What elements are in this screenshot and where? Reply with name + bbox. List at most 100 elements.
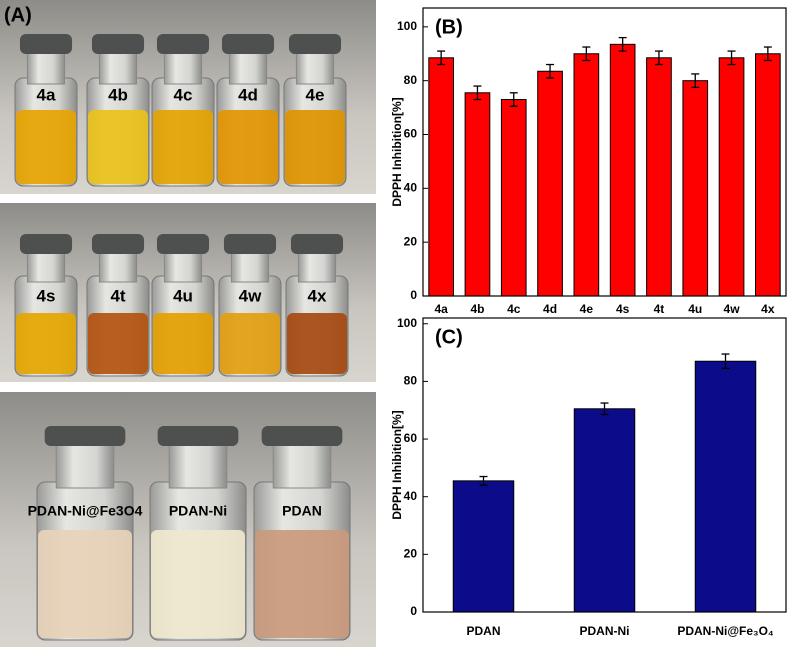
x-tick-label: 4b (470, 302, 484, 316)
error-bar (473, 85, 482, 101)
bar (573, 408, 636, 613)
error-bar (721, 353, 730, 370)
liquid (153, 110, 213, 184)
bar (682, 80, 709, 297)
liquid (285, 110, 345, 184)
x-tick-label: 4d (543, 302, 557, 316)
vial-label: 4x (308, 286, 327, 305)
error-bar (509, 92, 518, 107)
y-axis-label: DPPH Inhibition[%] (390, 97, 404, 206)
bar (646, 57, 672, 297)
vial-cap (221, 34, 275, 54)
error-bar (600, 402, 609, 416)
vial-cap (288, 34, 342, 54)
liquid (153, 313, 213, 374)
y-tick-label: 40 (404, 181, 418, 195)
vial-neck (26, 49, 66, 85)
y-tick-label: 60 (404, 127, 418, 141)
y-tick-label: 80 (404, 374, 418, 388)
y-tick-label: 20 (404, 547, 418, 561)
x-tick-label: 4t (654, 302, 665, 316)
error-bar (691, 73, 700, 89)
vial-label: 4t (110, 286, 125, 305)
liquid (88, 313, 148, 374)
x-tick-label: 4e (580, 302, 594, 316)
vial-cap (91, 34, 145, 54)
vial-neck (26, 249, 66, 283)
vial-neck (295, 49, 335, 85)
error-bar (763, 46, 772, 62)
bar (609, 43, 636, 297)
y-tick-label: 80 (404, 73, 418, 87)
bar (500, 99, 527, 297)
vial-label: 4a (37, 85, 56, 104)
error-bar (654, 50, 663, 66)
vial-neck (55, 441, 115, 489)
y-tick-label: 20 (404, 234, 418, 248)
vial-cap (19, 234, 73, 254)
bar (537, 70, 563, 297)
panel-label: (C) (435, 326, 463, 348)
vial-cap (223, 234, 277, 254)
error-bar (479, 475, 488, 486)
bar (718, 57, 745, 297)
bar (452, 480, 515, 613)
liquid (220, 313, 280, 374)
vial-label: PDAN (282, 503, 322, 519)
photo: 4s 4t 4u 4w 4x (0, 203, 376, 382)
y-tick-label: 60 (404, 431, 418, 445)
vial-label: PDAN-Ni@Fe3O4 (28, 503, 143, 519)
liquid (255, 530, 349, 638)
plot-frame (422, 7, 787, 297)
x-tick-label: 4w (724, 302, 741, 316)
photo: PDAN-Ni@Fe3O4 PDAN-Ni PDAN (0, 392, 376, 647)
liquid (16, 313, 76, 374)
x-tick-label: 4c (507, 302, 521, 316)
vial-neck (297, 249, 337, 283)
vial-cap (290, 234, 344, 254)
vial-neck (230, 249, 270, 283)
vial-cap (261, 426, 343, 446)
y-axis-label: DPPH Inhibition[%] (390, 410, 404, 519)
y-tick-label: 40 (404, 489, 418, 503)
liquid (287, 313, 347, 374)
x-tick-label: 4u (688, 302, 702, 316)
vial-label: 4d (238, 85, 258, 104)
vial-label: 4w (239, 286, 262, 305)
bar (755, 53, 781, 297)
liquid (218, 110, 278, 184)
error-bar (582, 46, 591, 62)
x-tick-label: 4a (434, 302, 448, 316)
y-tick-label: 100 (397, 19, 417, 33)
vial-neck (272, 441, 332, 489)
liquid (16, 110, 76, 184)
vial-label: PDAN-Ni (169, 503, 227, 519)
y-tick-label: 0 (410, 604, 417, 618)
plot-frame (422, 317, 787, 613)
vial-neck (98, 249, 138, 283)
vial-label: 4s (37, 286, 56, 305)
vial-cap (44, 426, 126, 446)
bar (428, 57, 454, 297)
vial-label: 4e (306, 85, 325, 104)
vial-neck (98, 49, 138, 85)
panel-label: (B) (435, 16, 463, 38)
photo: 4a 4b 4c 4d 4e (0, 0, 376, 194)
bar (573, 53, 600, 297)
error-bar (727, 50, 736, 66)
vial-cap (156, 34, 210, 54)
vial-label: 4b (108, 85, 128, 104)
y-tick-label: 0 (410, 288, 417, 302)
x-tick-label: 4x (761, 302, 775, 316)
y-tick-label: 100 (397, 316, 417, 330)
vial-cap (19, 34, 73, 54)
bar (464, 92, 491, 297)
x-tick-label: PDAN-Ni@Fe₃O₄ (677, 624, 774, 638)
bar (694, 360, 757, 613)
liquid (88, 110, 148, 184)
vial-cap (156, 234, 210, 254)
liquid (151, 530, 245, 638)
liquid (38, 530, 132, 638)
vial-neck (168, 441, 228, 489)
